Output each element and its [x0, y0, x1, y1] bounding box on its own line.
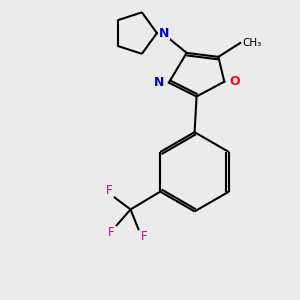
Text: N: N: [154, 76, 164, 89]
Text: F: F: [140, 230, 147, 243]
Text: F: F: [108, 226, 115, 239]
Text: F: F: [106, 184, 113, 196]
Text: O: O: [229, 75, 240, 88]
Text: CH₃: CH₃: [242, 38, 261, 48]
Text: N: N: [159, 27, 169, 40]
